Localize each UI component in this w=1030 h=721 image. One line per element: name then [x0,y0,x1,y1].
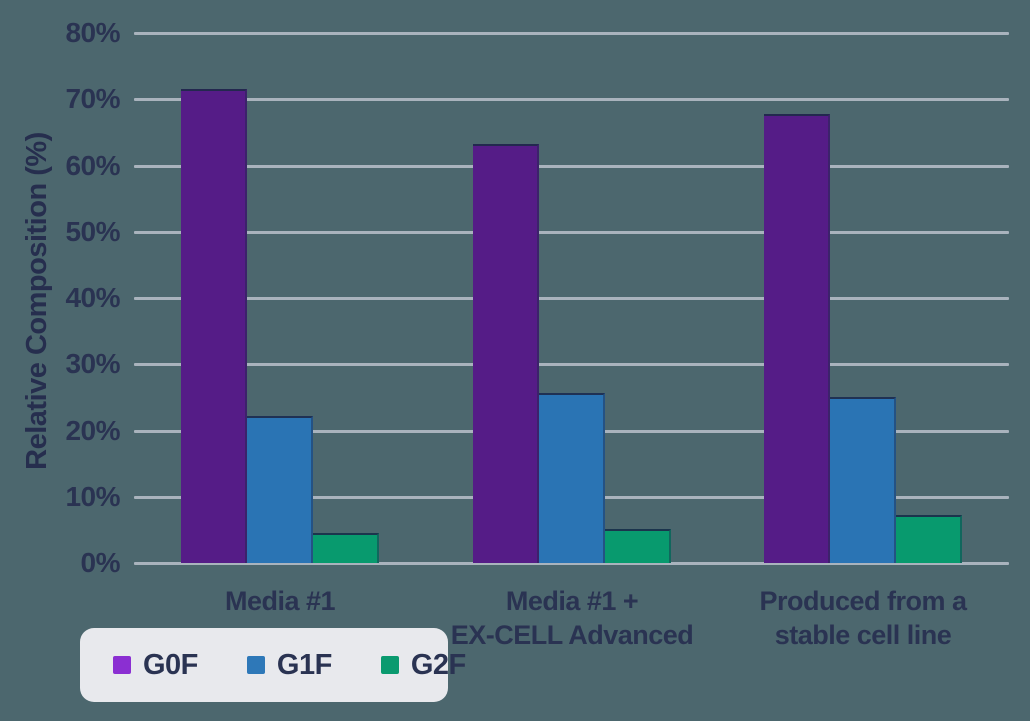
legend-label-g0f: G0F [143,648,198,681]
y-tick-label: 20% [65,414,120,446]
bar-g0f-group1 [181,89,247,563]
gridline [134,32,1009,35]
y-tick-label: 80% [65,17,120,48]
y-tick-label: 40% [65,282,120,313]
g1f-swatch-icon [246,656,265,674]
y-tick-label: 10% [65,480,120,512]
legend-item-g1f: G1F [246,648,332,681]
bar-g1f-group3 [830,397,896,563]
x-axis-label-group2: Media #1 + EX-CELL Advanced [450,586,694,650]
bar-g2f-group3 [896,515,962,563]
gridline [134,363,1009,367]
bar-g2f-group2 [605,529,671,563]
bar-g1f-group1 [247,416,313,563]
bar-g0f-group2 [473,144,539,563]
bar-g2f-group1 [313,533,379,563]
bar-g1f-group2 [539,393,605,563]
gridline [134,164,1009,168]
legend: G0F G1F G2F [80,628,466,702]
x-axis-label-group1: Media #1 [224,586,336,616]
gridline [134,297,1009,300]
x-axis-label-group3: Produced from a stable cell line [759,586,967,650]
y-tick-label: 30% [65,348,120,380]
legend-label-g1f: G1F [276,648,332,681]
y-tick-label: 60% [65,149,120,181]
y-tick-label: 0% [80,547,121,578]
y-tick-label: 70% [65,83,120,115]
gridline [134,98,1009,102]
legend-item-g2f: G2F [380,648,466,681]
gridline [134,230,1009,234]
bar-g0f-group3 [764,114,830,563]
y-tick-label: 50% [65,215,120,247]
g0f-swatch-icon [113,656,131,674]
legend-label-g2f: G2F [410,648,466,681]
gridline [134,562,1009,565]
g2f-swatch-icon [380,656,399,674]
legend-item-g0f: G0F [113,648,198,681]
